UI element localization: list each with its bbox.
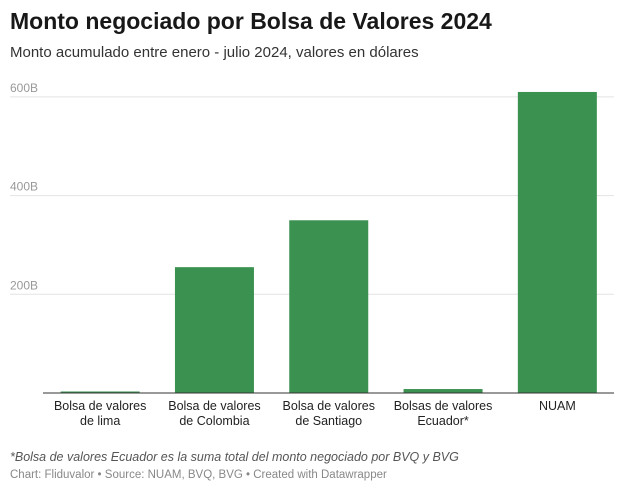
x-tick-label: Bolsas de valores bbox=[394, 399, 493, 413]
y-tick-label: 400B bbox=[10, 180, 38, 194]
y-tick-label: 600B bbox=[10, 81, 38, 95]
x-tick-label: de Colombia bbox=[179, 414, 249, 428]
footnote: *Bolsa de valores Ecuador es la suma tot… bbox=[10, 450, 459, 464]
bar bbox=[174, 267, 254, 393]
x-tick-label: de lima bbox=[80, 414, 120, 428]
bar bbox=[60, 391, 140, 393]
bar bbox=[289, 220, 369, 393]
chart-title: Monto negociado por Bolsa de Valores 202… bbox=[10, 8, 492, 34]
x-tick-label: NUAM bbox=[539, 399, 576, 413]
bar bbox=[517, 91, 597, 393]
credits: Chart: Fliduvalor • Source: NUAM, BVQ, B… bbox=[10, 469, 387, 481]
x-tick-label: Bolsa de valores bbox=[54, 399, 146, 413]
x-tick-label: Ecuador* bbox=[417, 414, 469, 428]
x-tick-label: de Santiago bbox=[295, 414, 362, 428]
x-tick-label: Bolsa de valores bbox=[283, 399, 375, 413]
chart-subtitle: Monto acumulado entre enero - julio 2024… bbox=[10, 44, 419, 61]
y-tick-label: 200B bbox=[10, 278, 38, 292]
x-tick-label: Bolsa de valores bbox=[168, 399, 260, 413]
bar bbox=[403, 389, 483, 393]
